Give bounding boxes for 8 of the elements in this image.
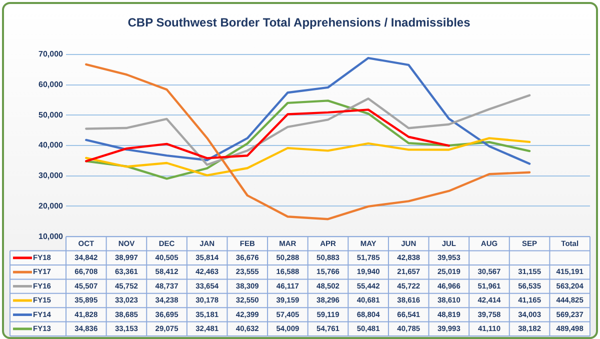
- y-tick-label: 10,000: [38, 232, 64, 241]
- y-tick-label: 50,000: [38, 110, 64, 120]
- y-tick-label: 70,000: [38, 50, 64, 59]
- chart-title: CBP Southwest Border Total Apprehensions / Inadmissibles: [128, 16, 471, 30]
- y-tick-label: 20,000: [38, 201, 64, 210]
- y-tick-label: 60,000: [38, 80, 64, 89]
- y-tick-label: 40,000: [38, 140, 64, 150]
- y-tick-label: 30,000: [38, 171, 64, 180]
